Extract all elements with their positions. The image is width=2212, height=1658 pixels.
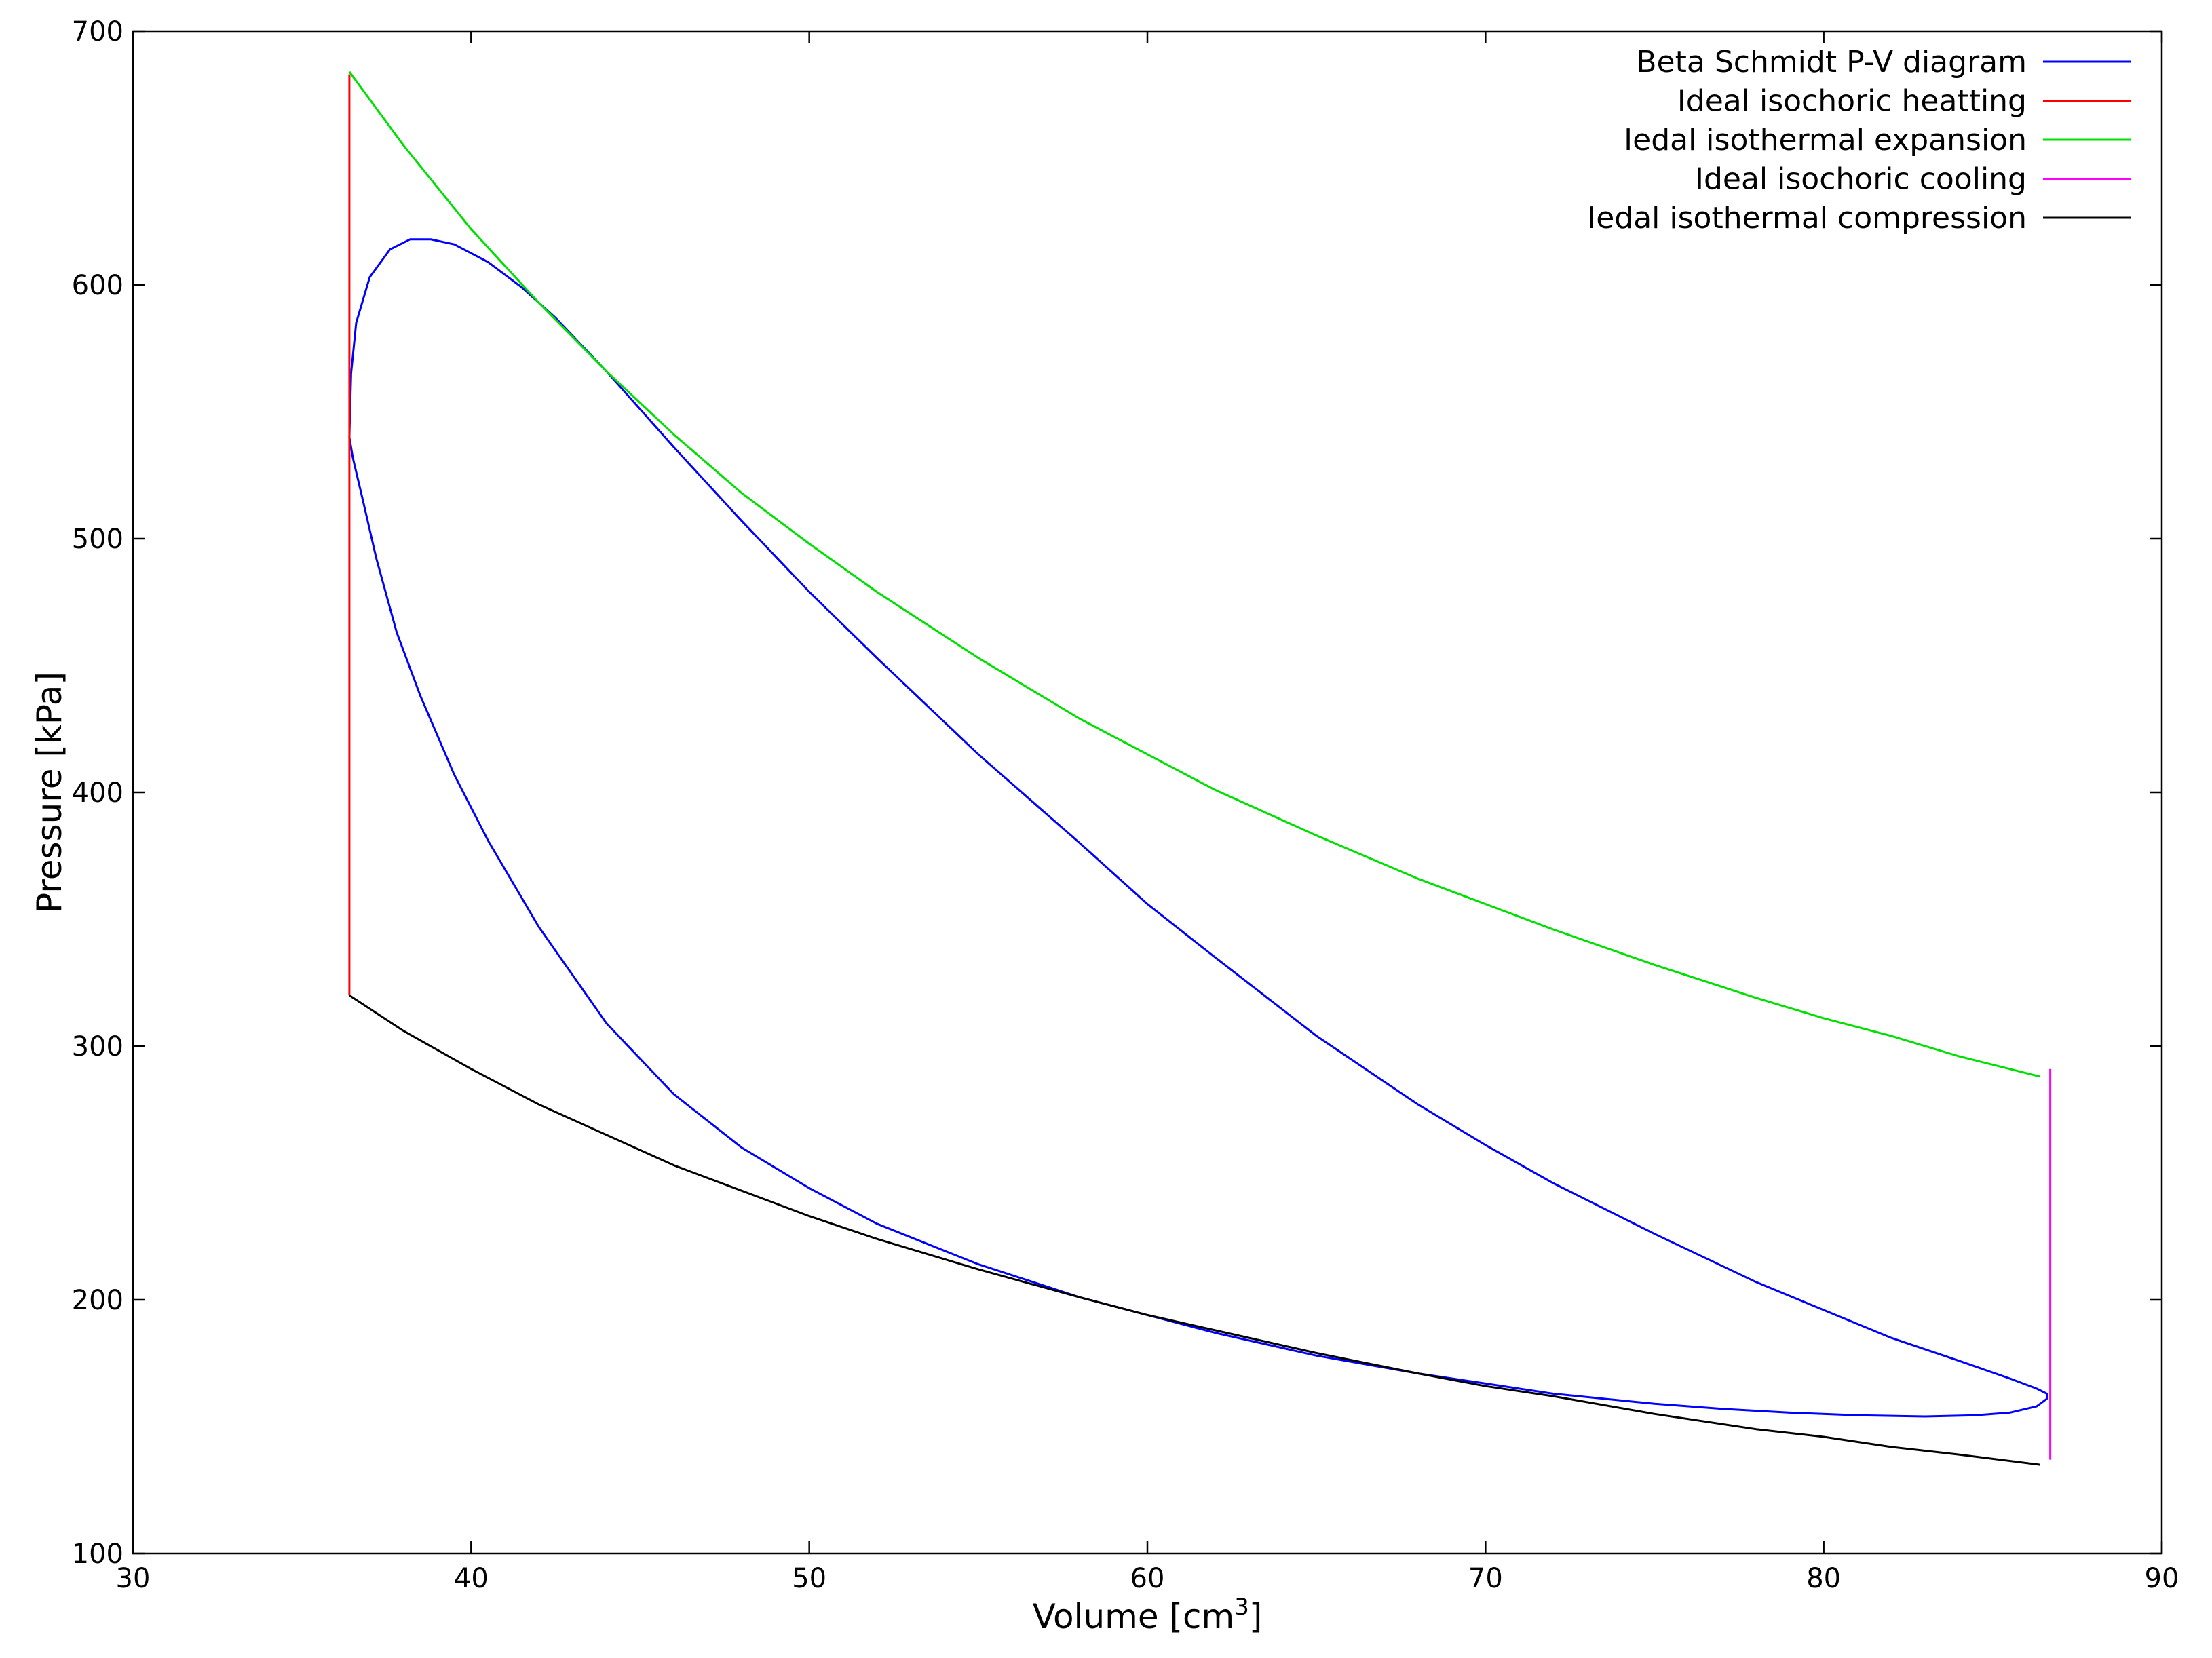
legend-label-4: Iedal isothermal compression [1587, 201, 2027, 235]
x-tick-label-5: 80 [1806, 1563, 1841, 1594]
series-line-2 [348, 71, 2040, 1078]
x-axis-label-suffix: ] [1249, 1597, 1263, 1636]
x-axis-label-text: Volume [cm [1033, 1597, 1235, 1636]
legend-label-0: Beta Schmidt P-V diagram [1636, 45, 2027, 79]
series-layer [348, 71, 2052, 1466]
x-tick-label-4: 70 [1468, 1563, 1503, 1594]
y-tick-label-1: 200 [72, 1285, 123, 1316]
x-tick-label-2: 50 [792, 1563, 826, 1594]
y-tick-label-3: 400 [72, 777, 123, 809]
legend: Beta Schmidt P-V diagram Ideal isochoric … [1587, 45, 2131, 235]
y-tick-label-4: 500 [72, 524, 123, 555]
legend-label-3: Ideal isochoric cooling [1695, 162, 2027, 197]
y-tick-label-0: 100 [72, 1539, 123, 1570]
x-tick-label-0: 30 [116, 1563, 151, 1594]
legend-label-2: Iedal isothermal expansion [1624, 123, 2027, 157]
ticks-layer: 30 40 50 60 70 80 90 100 200 300 400 500 600 700 [72, 16, 2179, 1594]
x-axis-label-superscript: 3 [1234, 1594, 1249, 1621]
y-tick-label-2: 300 [72, 1031, 123, 1062]
legend-label-1: Ideal isochoric heatting [1677, 84, 2027, 119]
series-line-4 [349, 994, 2040, 1466]
x-tick-label-1: 40 [454, 1563, 489, 1594]
y-tick-label-5: 600 [72, 270, 123, 301]
y-axis-label: Pressure [kPa] [30, 672, 69, 913]
y-tick-label-6: 700 [72, 16, 123, 47]
x-tick-label-6: 90 [2145, 1563, 2179, 1594]
x-axis-label: Volume [cm3] [1033, 1594, 1263, 1636]
x-tick-label-3: 60 [1130, 1563, 1165, 1594]
